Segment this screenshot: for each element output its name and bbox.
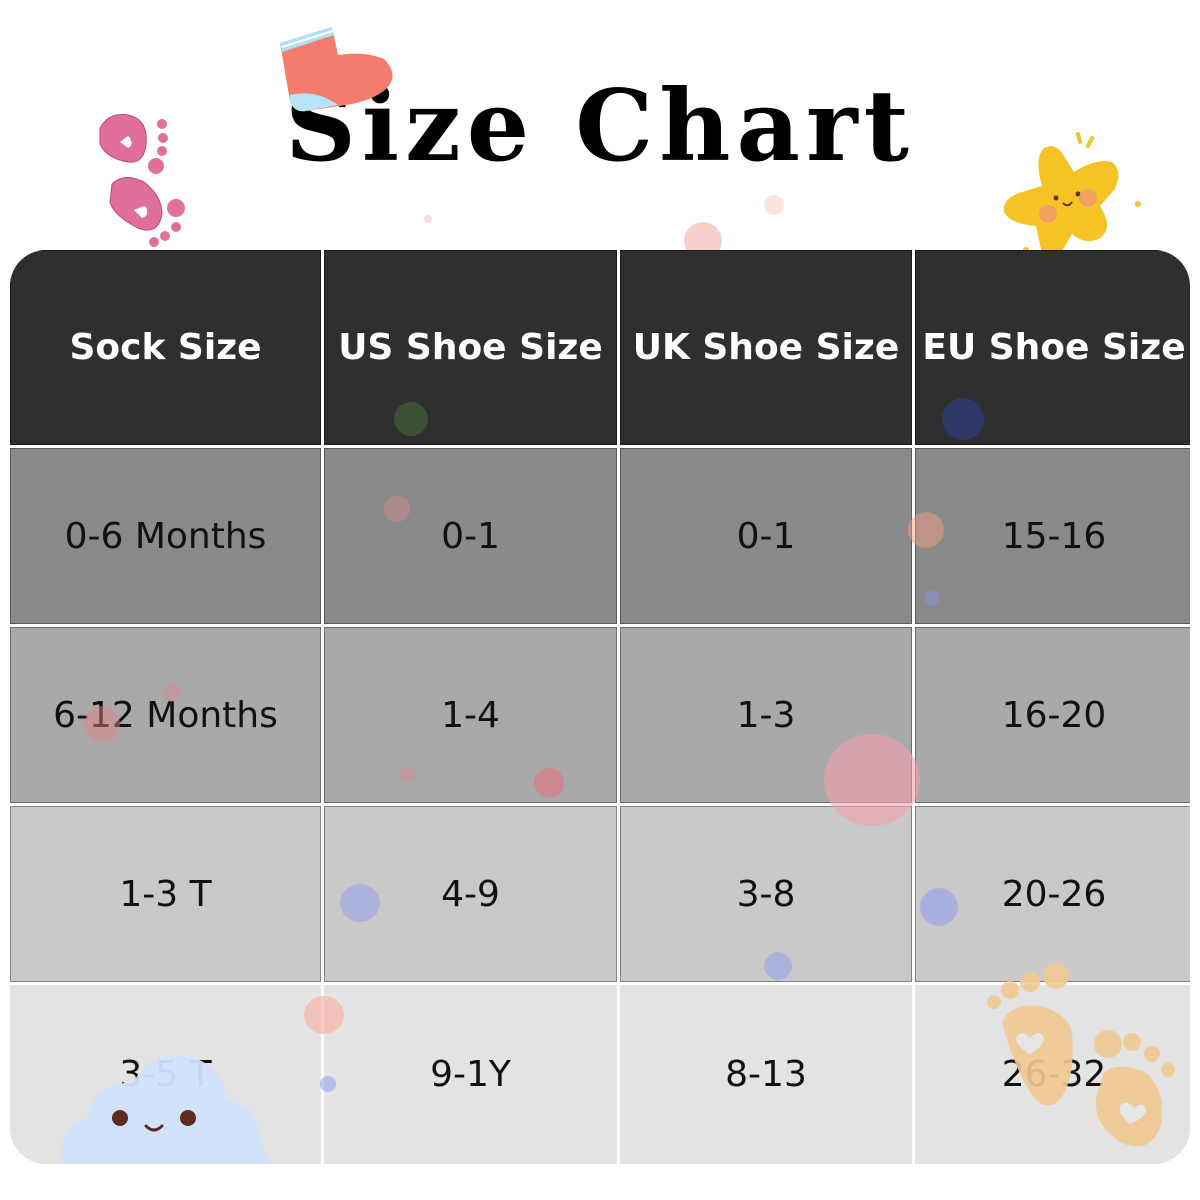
- table-cell: 3-5 T: [10, 985, 321, 1164]
- table-cell: 1-3 T: [10, 806, 321, 982]
- table-cell: 0-1: [620, 448, 912, 624]
- header-uk-shoe-size: UK Shoe Size: [620, 250, 912, 445]
- table-cell: 3-8: [620, 806, 912, 982]
- table-cell: 4-9: [324, 806, 617, 982]
- header-us-shoe-size: US Shoe Size: [324, 250, 617, 445]
- decor-dot: [764, 195, 784, 215]
- table-cell: 1-3: [620, 627, 912, 803]
- header-sock-size: Sock Size: [10, 250, 321, 445]
- page-title: Size Chart: [285, 69, 915, 184]
- table-cell: 15-16: [915, 448, 1190, 624]
- table-cell: 0-6 Months: [10, 448, 321, 624]
- table-cell: 9-1Y: [324, 985, 617, 1164]
- table-cell: 20-26: [915, 806, 1190, 982]
- size-chart-table: Sock Size US Shoe Size UK Shoe Size EU S…: [10, 250, 1190, 1164]
- table-cell: 6-12 Months: [10, 627, 321, 803]
- table-cell: 26-32: [915, 985, 1190, 1164]
- decor-dot: [424, 215, 432, 223]
- table-cell: 0-1: [324, 448, 617, 624]
- table-cell: 1-4: [324, 627, 617, 803]
- table-cell: 16-20: [915, 627, 1190, 803]
- header-eu-shoe-size: EU Shoe Size: [915, 250, 1190, 445]
- table-cell: 8-13: [620, 985, 912, 1164]
